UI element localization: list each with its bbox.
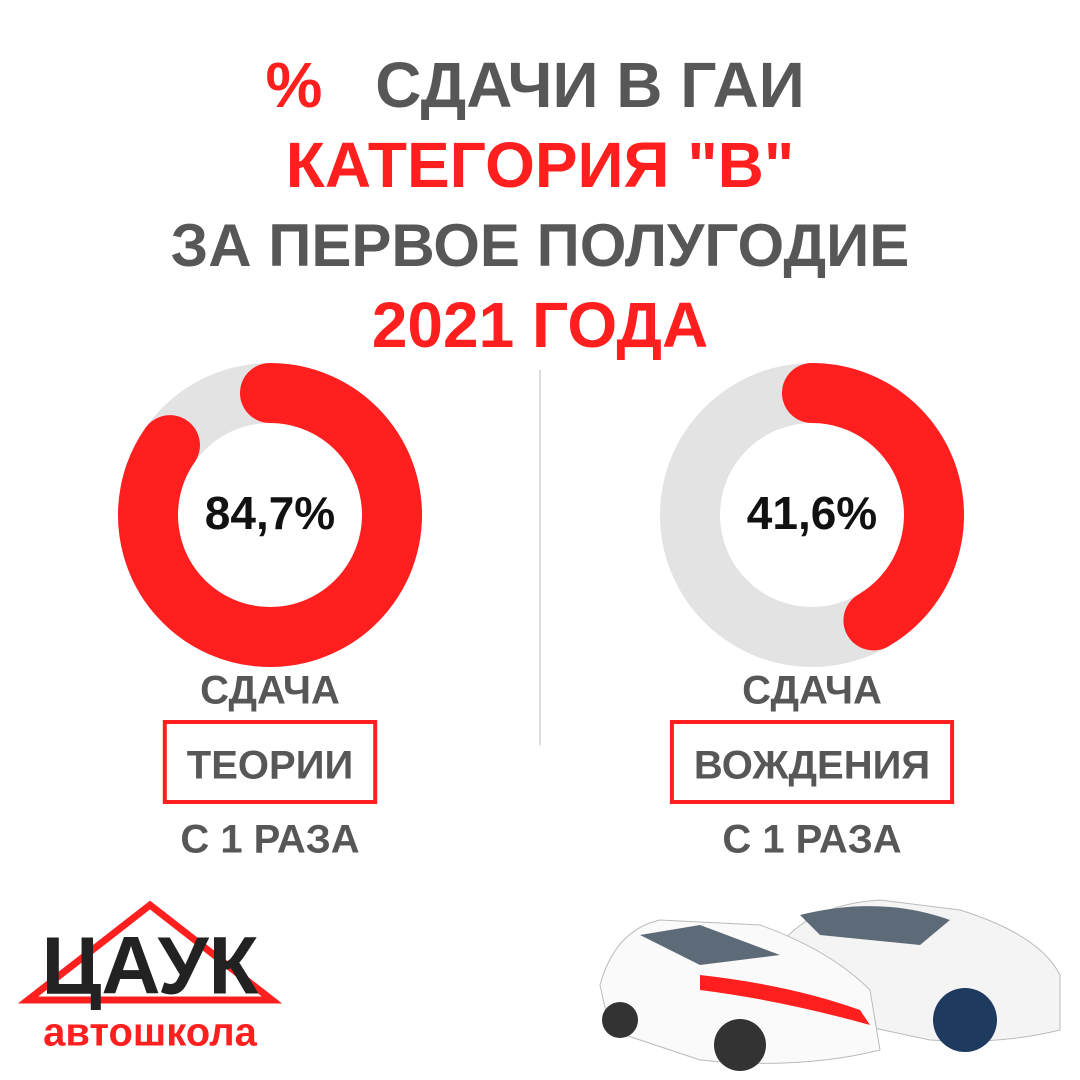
logo: ЦАУК автошкола [17,900,283,1055]
cars-illustration [599,899,1061,1071]
caption-bottom: С 1 РАЗА [722,818,901,862]
title-line: 2021 ГОДА [372,289,708,361]
caption-top: СДАЧА [742,669,882,713]
car-window [800,906,950,945]
car-stripe [700,975,870,1025]
donut-arc [118,363,422,667]
caption-boxed: ТЕОРИИ [187,744,353,788]
title-line: КАТЕГОРИЯ "B" [286,129,794,201]
caption-box [669,720,955,804]
title-percent: % [266,49,323,121]
donut-value-label: 84,7% [205,487,335,539]
caption-bottom: С 1 РАЗА [180,818,359,862]
donut-value-label: 41,6% [747,487,877,539]
donut-arc [782,363,964,651]
logo-subtitle: автошкола [43,1011,257,1055]
title-line: СДАЧИ В ГАИ [375,49,805,121]
car-window [640,925,780,965]
car-wheel [714,1019,766,1071]
title-line: ЗА ПЕРВОЕ ПОЛУГОДИЕ [171,212,910,279]
car-wheel [602,1002,638,1038]
caption-boxed: ВОЖДЕНИЯ [694,744,930,788]
logo-name: ЦАУК [41,921,259,1012]
caption-box [162,720,378,804]
logo-triangle [17,900,283,1004]
car-wheel [933,988,997,1052]
caption-top: СДАЧА [200,669,340,713]
